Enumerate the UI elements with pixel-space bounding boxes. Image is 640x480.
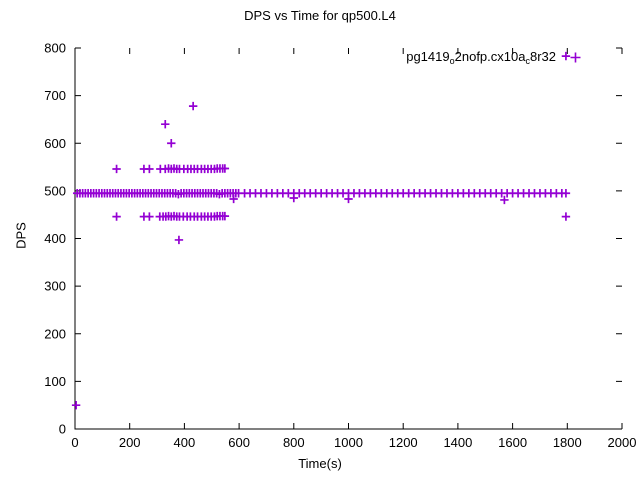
svg-text:800: 800: [283, 435, 305, 450]
svg-text:700: 700: [44, 88, 66, 103]
svg-text:100: 100: [44, 374, 66, 389]
legend-name-prefix: pg1419: [406, 49, 450, 64]
svg-text:600: 600: [44, 136, 66, 151]
x-axis-ticks: 0 200 400 600 800 1000 1200 1400 1600 1800 2000: [71, 48, 636, 450]
svg-text:0: 0: [71, 435, 78, 450]
svg-text:1400: 1400: [443, 435, 472, 450]
legend-entry-label: pg1419o2nofp.cx10ac8r32: [406, 49, 556, 66]
chart-title: DPS vs Time for qp500.L4: [244, 8, 396, 23]
legend-name-sub2: c: [525, 56, 530, 66]
legend-plus-marker: [570, 52, 581, 63]
svg-text:1600: 1600: [498, 435, 527, 450]
svg-text:400: 400: [174, 435, 196, 450]
svg-text:1200: 1200: [389, 435, 418, 450]
svg-text:200: 200: [44, 326, 66, 341]
x-axis-label: Time(s): [298, 456, 342, 471]
svg-text:400: 400: [44, 231, 66, 246]
svg-text:1800: 1800: [553, 435, 582, 450]
svg-text:0: 0: [59, 422, 66, 437]
svg-text:500: 500: [44, 183, 66, 198]
legend-name-sub1: o: [449, 56, 455, 66]
svg-text:800: 800: [44, 41, 66, 56]
svg-text:200: 200: [119, 435, 141, 450]
svg-text:300: 300: [44, 279, 66, 294]
data-points: [71, 51, 571, 410]
svg-text:2000: 2000: [608, 435, 637, 450]
plot-frame: [74, 47, 623, 430]
svg-text:1000: 1000: [334, 435, 363, 450]
y-axis-ticks: 0 100 200 300 400 500 600 700 800: [44, 41, 622, 437]
svg-text:600: 600: [228, 435, 250, 450]
legend-name-mid: 2nofp.cx10a: [454, 49, 526, 64]
legend-name-suffix: 8r32: [529, 49, 556, 64]
